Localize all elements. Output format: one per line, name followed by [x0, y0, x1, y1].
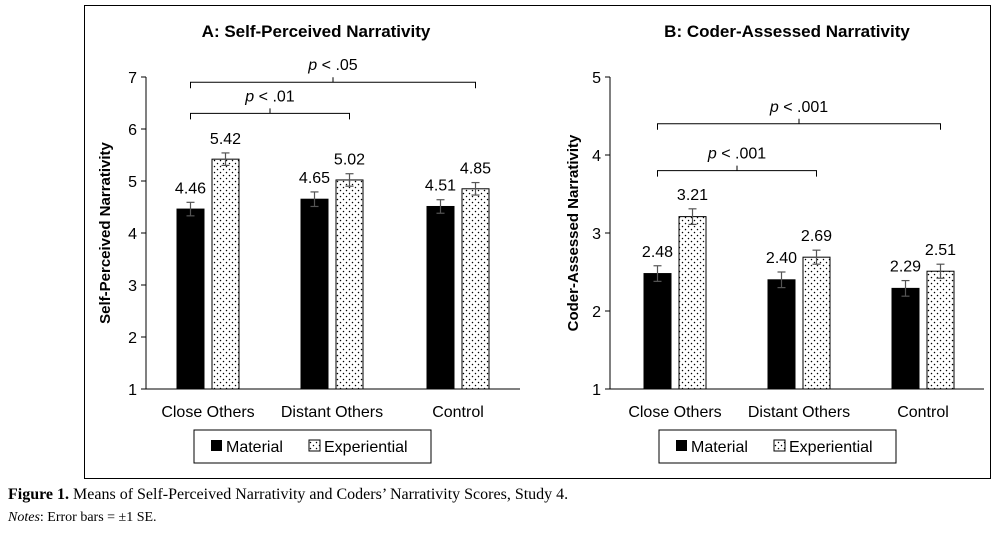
x-tick-label: Close Others: [628, 404, 721, 421]
significance-label: p < .01: [244, 88, 294, 105]
bar-material: [767, 279, 796, 390]
notes-text: : Error bars = ±1 SE.: [39, 510, 157, 525]
y-axis-label: Coder-Assessed Narrativity: [565, 134, 582, 331]
figure-caption-text: Means of Self-Perceived Narrativity and …: [73, 486, 569, 503]
bar-experiential: [461, 188, 490, 390]
charts-canvas: A: Self-Perceived Narrativity Self-Perce…: [97, 22, 984, 464]
y-tick-label: 3: [592, 226, 601, 243]
data-label: 5.02: [334, 152, 365, 169]
legend-label-material: Material: [691, 439, 748, 456]
data-label: 4.46: [175, 180, 206, 197]
bar-material: [891, 287, 920, 390]
data-label: 2.40: [766, 250, 797, 267]
bar-material: [643, 273, 672, 390]
bar-material: [176, 208, 205, 390]
x-tick-label: Distant Others: [748, 404, 850, 421]
legend-swatch-experiential: [773, 439, 786, 452]
y-tick-label: 7: [128, 70, 137, 87]
data-label: 2.69: [801, 228, 832, 245]
y-tick-label: 5: [128, 174, 137, 191]
plot-area: 1 2 3 4 5 Close Others 2.48 3.21 Distant Others 2…: [592, 70, 984, 421]
y-tick-label: 1: [592, 382, 601, 399]
bar-experiential: [926, 270, 955, 390]
y-tick-label: 4: [128, 226, 137, 243]
y-tick-label: 6: [128, 122, 137, 139]
data-label: 5.42: [210, 131, 241, 148]
notes-label: Notes: [8, 510, 40, 525]
figure-notes: Notes: Error bars = ±1 SE.: [8, 510, 157, 526]
x-tick-label: Control: [897, 404, 949, 421]
plot-area: 1 2 3 4 5 6 7 Close Others 4.46 5.42 Distant Other…: [128, 57, 520, 421]
legend-swatch-material: [211, 440, 222, 451]
bar-material: [300, 198, 329, 390]
y-tick-label: 1: [128, 382, 137, 399]
data-label: 4.51: [425, 178, 456, 195]
legend: Material Experiential: [658, 429, 897, 464]
data-label: 2.29: [890, 259, 921, 276]
legend-label-experiential: Experiential: [789, 439, 873, 456]
bar-material: [426, 205, 455, 390]
bar-experiential: [211, 158, 240, 390]
y-axis-label: Self-Perceived Narrativity: [97, 141, 114, 323]
legend: Material Experiential: [193, 429, 432, 464]
y-tick-label: 4: [592, 148, 601, 165]
legend-box: [658, 429, 897, 464]
y-tick-label: 2: [592, 304, 601, 321]
legend-box: [193, 429, 432, 464]
bar-experiential: [802, 256, 831, 390]
data-label: 4.65: [299, 170, 330, 187]
chart-panel-b: B: Coder-Assessed Narrativity Coder-Asse…: [565, 22, 984, 464]
chart-title: B: Coder-Assessed Narrativity: [664, 22, 910, 41]
significance-bracket: [657, 118, 941, 130]
x-tick-label: Control: [432, 404, 484, 421]
significance-bracket: [657, 165, 817, 177]
significance-bracket: [190, 108, 350, 120]
legend-swatch-material: [676, 440, 687, 451]
y-tick-label: 2: [128, 330, 137, 347]
significance-label: p < .05: [307, 57, 357, 74]
data-label: 2.48: [642, 244, 673, 261]
bar-experiential: [678, 216, 707, 390]
figure-frame: [84, 5, 991, 479]
data-label: 3.21: [677, 187, 708, 204]
y-tick-label: 3: [128, 278, 137, 295]
data-label: 4.85: [460, 161, 491, 178]
chart-title: A: Self-Perceived Narrativity: [202, 22, 431, 41]
x-tick-label: Close Others: [161, 404, 254, 421]
data-label: 2.51: [925, 242, 956, 259]
x-tick-label: Distant Others: [281, 404, 383, 421]
significance-label: p < .001: [769, 99, 828, 116]
significance-label: p < .001: [707, 146, 766, 163]
figure-label: Figure 1.: [8, 486, 70, 503]
figure-caption: Figure 1. Means of Self-Perceived Narrat…: [8, 486, 998, 504]
legend-swatch-experiential: [308, 439, 321, 452]
legend-label-experiential: Experiential: [324, 439, 408, 456]
y-tick-label: 5: [592, 70, 601, 87]
legend-label-material: Material: [226, 439, 283, 456]
significance-bracket: [190, 77, 476, 89]
chart-panel-a: A: Self-Perceived Narrativity Self-Perce…: [97, 22, 520, 464]
bar-experiential: [335, 179, 364, 390]
